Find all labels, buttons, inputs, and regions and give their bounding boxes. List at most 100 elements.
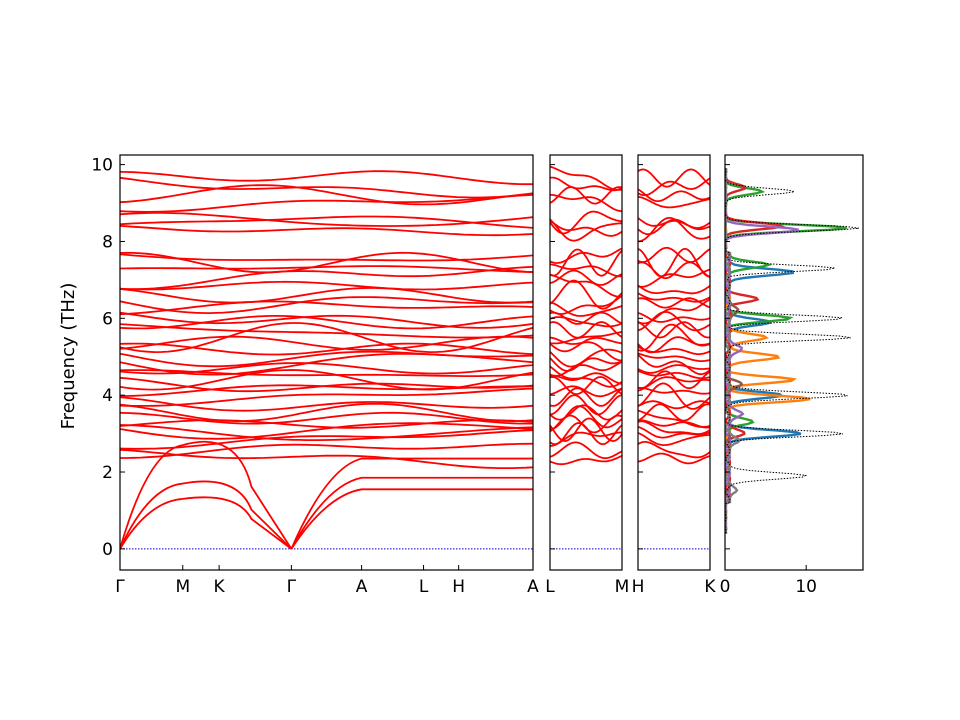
band-curves bbox=[550, 165, 622, 550]
band-line bbox=[550, 376, 622, 396]
band-line bbox=[120, 253, 533, 262]
acoustic-branch bbox=[290, 488, 533, 550]
band-line bbox=[638, 452, 710, 465]
acoustic-branch bbox=[120, 440, 293, 550]
band-line bbox=[550, 176, 622, 192]
band-line bbox=[120, 300, 533, 316]
band-line bbox=[120, 419, 533, 429]
band-line bbox=[550, 247, 622, 264]
band-line bbox=[638, 188, 710, 202]
x-tick-label: M bbox=[615, 577, 630, 597]
band-panel-1: Γ M K Γ A L H A 0 2 4 6 8 10 bbox=[91, 154, 539, 597]
band-line bbox=[638, 312, 710, 323]
band-line bbox=[120, 266, 533, 291]
band-line bbox=[638, 261, 710, 280]
band-line bbox=[638, 298, 710, 325]
x-tick-label: K bbox=[214, 577, 226, 597]
band-line bbox=[120, 251, 533, 274]
band-line bbox=[638, 195, 710, 209]
band-line bbox=[120, 422, 533, 440]
y-tick-label: 8 bbox=[102, 232, 113, 252]
band-line bbox=[638, 352, 710, 362]
x-tick-label: Γ bbox=[115, 577, 125, 597]
x-tick-label: L bbox=[545, 577, 555, 597]
dos-curves bbox=[725, 168, 859, 534]
band-line bbox=[120, 424, 533, 441]
band-line bbox=[120, 387, 533, 407]
band-curves bbox=[120, 170, 533, 550]
x-tick-label: H bbox=[632, 577, 645, 597]
x-tick-label: A bbox=[527, 577, 539, 597]
y-axis-label: Frequency (THz) bbox=[58, 283, 79, 430]
band-line bbox=[638, 217, 710, 229]
dos-frame bbox=[724, 154, 864, 571]
x-tick-label: H bbox=[452, 577, 465, 597]
band-line bbox=[638, 382, 710, 410]
x-tick-label: A bbox=[356, 577, 368, 597]
band-line bbox=[550, 269, 622, 286]
band-line bbox=[550, 385, 622, 398]
y-tick-label: 0 bbox=[102, 540, 113, 560]
dos-plot: 0 10 bbox=[720, 154, 864, 597]
y-tick-label: 2 bbox=[102, 463, 113, 483]
band-line bbox=[638, 323, 710, 352]
band-line bbox=[120, 362, 533, 375]
band-line bbox=[550, 194, 622, 213]
band-line bbox=[120, 280, 533, 291]
band-line bbox=[550, 417, 622, 442]
x-tick-label: K bbox=[704, 577, 716, 597]
band-line bbox=[638, 321, 710, 339]
band-line bbox=[550, 321, 622, 339]
band-panel-frame bbox=[119, 154, 534, 571]
band-line bbox=[550, 394, 622, 416]
dos-x-tick-label: 10 bbox=[795, 577, 817, 597]
band-line bbox=[120, 402, 533, 423]
band-line bbox=[120, 335, 533, 351]
band-line bbox=[638, 246, 710, 263]
band-line bbox=[638, 284, 710, 295]
band-line bbox=[550, 273, 622, 298]
band-line bbox=[638, 370, 710, 380]
band-line bbox=[638, 409, 710, 428]
band-line bbox=[120, 170, 533, 186]
band-line bbox=[638, 354, 710, 376]
band-line bbox=[550, 165, 622, 191]
band-line bbox=[120, 184, 533, 206]
band-line bbox=[120, 315, 533, 330]
acoustic-branch bbox=[290, 476, 533, 550]
band-line bbox=[120, 429, 533, 450]
band-line bbox=[550, 387, 622, 407]
acoustic-branch bbox=[120, 480, 293, 550]
band-line bbox=[638, 387, 710, 395]
band-line bbox=[120, 287, 533, 304]
band-line bbox=[550, 186, 622, 205]
band-line bbox=[120, 194, 533, 213]
band-line bbox=[550, 405, 622, 430]
band-line bbox=[120, 396, 533, 412]
band-line bbox=[550, 248, 622, 277]
band-line bbox=[638, 376, 710, 392]
band-line bbox=[638, 370, 710, 390]
band-line bbox=[120, 212, 533, 227]
band-line bbox=[120, 176, 533, 199]
band-line bbox=[638, 247, 710, 278]
band-line bbox=[638, 364, 710, 374]
band-line bbox=[638, 432, 710, 446]
x-tick-label: Γ bbox=[287, 577, 297, 597]
band-line bbox=[638, 168, 710, 188]
band-line bbox=[550, 372, 622, 385]
band-line bbox=[120, 323, 533, 339]
band-line bbox=[550, 218, 622, 242]
band-line bbox=[120, 448, 533, 469]
band-line bbox=[550, 295, 622, 315]
dos-x-tick-label: 0 bbox=[720, 577, 731, 597]
band-line bbox=[550, 331, 622, 345]
band-line bbox=[550, 365, 622, 388]
acoustic-branch bbox=[290, 457, 533, 550]
y-tick-label: 10 bbox=[91, 156, 113, 176]
band-line bbox=[550, 336, 622, 362]
band-panel-frame bbox=[637, 154, 711, 571]
